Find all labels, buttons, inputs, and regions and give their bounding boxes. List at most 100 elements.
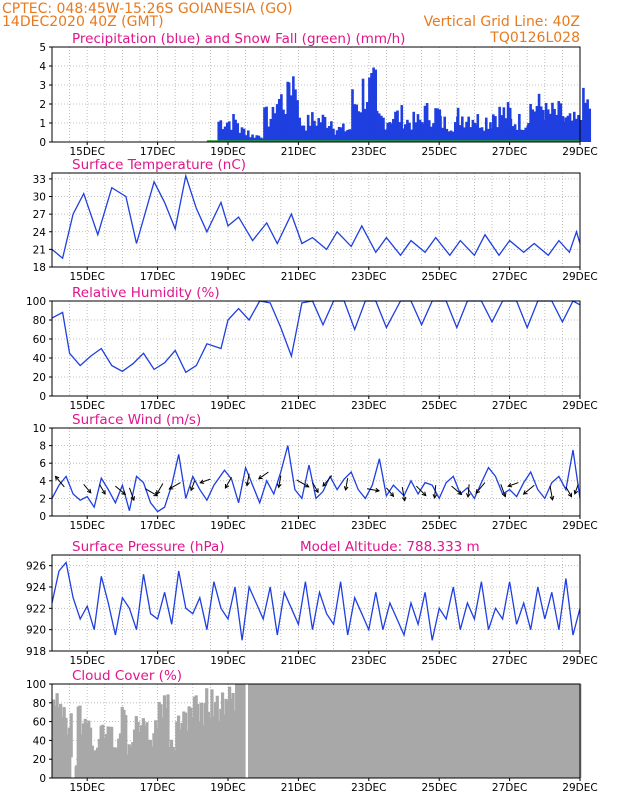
precip-bar xyxy=(451,131,455,142)
cloud-bar xyxy=(173,751,177,778)
precip-bar xyxy=(544,102,548,142)
cloud-bar xyxy=(64,717,68,778)
precip-bar xyxy=(588,108,592,142)
y-tick-label: 2 xyxy=(39,493,46,505)
precip-bar xyxy=(342,123,345,142)
cloud-bar xyxy=(120,706,124,778)
cloud-bar xyxy=(154,720,158,778)
precip-bar xyxy=(294,89,297,142)
precip-bar xyxy=(353,104,356,142)
precip-bar xyxy=(520,129,523,142)
wind-arrow-head xyxy=(190,486,195,492)
wind-arrow-head xyxy=(522,490,528,495)
y-tick-label: 40 xyxy=(33,735,46,747)
precip-bar xyxy=(418,119,422,142)
cloud-bar xyxy=(57,707,61,778)
cloud-bar xyxy=(273,684,277,778)
precip-bar xyxy=(504,118,508,142)
precip-bar xyxy=(275,104,279,142)
cloud-bar xyxy=(279,684,283,778)
precip-bar xyxy=(289,95,293,142)
precip-bar xyxy=(277,98,281,142)
cloud-bar xyxy=(69,713,73,778)
wind-arrow-head xyxy=(421,491,427,497)
precip-bar xyxy=(484,117,488,142)
cloud-bar xyxy=(141,718,145,778)
cloud-bar xyxy=(59,703,63,778)
panel-title: Surface Temperature (nC) xyxy=(72,157,246,173)
cloud-bar xyxy=(242,684,246,778)
precip-bar xyxy=(317,118,321,142)
cloud-bar xyxy=(228,686,232,778)
panel-frame xyxy=(51,683,581,779)
cloud-bar xyxy=(252,684,256,778)
cloud-bar xyxy=(62,707,66,778)
y-tick-label: 33 xyxy=(33,174,46,186)
x-tick-label: 15DEC xyxy=(69,782,104,794)
y-tick-label: 10 xyxy=(33,423,46,435)
precip-bar xyxy=(396,110,399,142)
cloud-bar xyxy=(101,724,105,778)
precip-bar xyxy=(564,117,568,142)
cloud-bar xyxy=(171,746,175,778)
x-tick-label: 27DEC xyxy=(492,400,527,412)
precip-bar xyxy=(370,72,373,142)
panel-annotation: Model Altitude: 788.333 m xyxy=(300,539,480,555)
series-line xyxy=(51,173,581,260)
precip-bar xyxy=(551,102,554,142)
cloud-bar xyxy=(111,747,116,778)
cloud-bar xyxy=(134,716,138,778)
cloud-bar xyxy=(257,684,262,778)
precip-bar xyxy=(351,89,354,142)
y-tick-label: 0 xyxy=(39,773,46,785)
cloud-bar xyxy=(161,717,165,778)
cloud-bar xyxy=(180,722,184,778)
wind-arrow xyxy=(508,482,519,487)
cloud-bar xyxy=(74,765,79,778)
wind-arrow-head xyxy=(245,481,250,487)
cloud-bar xyxy=(117,738,121,778)
cloud-bar xyxy=(201,725,205,778)
precip-bar xyxy=(402,128,406,142)
cloud-bar xyxy=(66,734,70,778)
series-line xyxy=(51,561,581,641)
precip-bar xyxy=(386,122,389,142)
y-tick-label: 920 xyxy=(26,625,46,637)
wind-arrow-head xyxy=(257,474,263,480)
cloud-bar xyxy=(226,700,230,778)
cloud-bar xyxy=(53,705,57,778)
cloud-bar xyxy=(233,710,237,778)
precip-bar xyxy=(337,126,341,142)
x-tick-label: 17DEC xyxy=(140,400,175,412)
precip-bar xyxy=(443,116,447,142)
precip-bar xyxy=(527,123,530,142)
wind-arrow-head xyxy=(130,496,135,502)
precip-bar xyxy=(434,108,437,142)
cloud-bar xyxy=(92,751,96,778)
wind-arrow xyxy=(224,477,232,489)
y-tick-label: 60 xyxy=(33,334,46,346)
precip-bar xyxy=(313,120,316,142)
precip-bar xyxy=(236,123,240,142)
wind-arrow xyxy=(258,471,269,480)
x-tick-label: 17DEC xyxy=(140,271,175,283)
cloud-bar xyxy=(94,750,98,778)
precip-bar xyxy=(502,107,506,142)
precip-bar xyxy=(423,105,427,142)
x-tick-label: 23DEC xyxy=(351,271,386,283)
precip-bar xyxy=(531,109,535,142)
precip-bar xyxy=(453,122,457,142)
precip-bar xyxy=(575,118,578,142)
precip-bar xyxy=(388,122,392,142)
precip-bar xyxy=(496,127,499,142)
cloud-bar xyxy=(215,695,219,778)
cloud-bar xyxy=(103,737,107,778)
precip-bar xyxy=(524,127,527,142)
cloud-bar xyxy=(148,739,152,778)
cloud-bar xyxy=(157,701,161,778)
wind-arrow xyxy=(574,484,579,495)
precip-bar xyxy=(280,94,283,142)
precip-bar xyxy=(382,117,385,142)
precip-bar xyxy=(389,123,393,142)
